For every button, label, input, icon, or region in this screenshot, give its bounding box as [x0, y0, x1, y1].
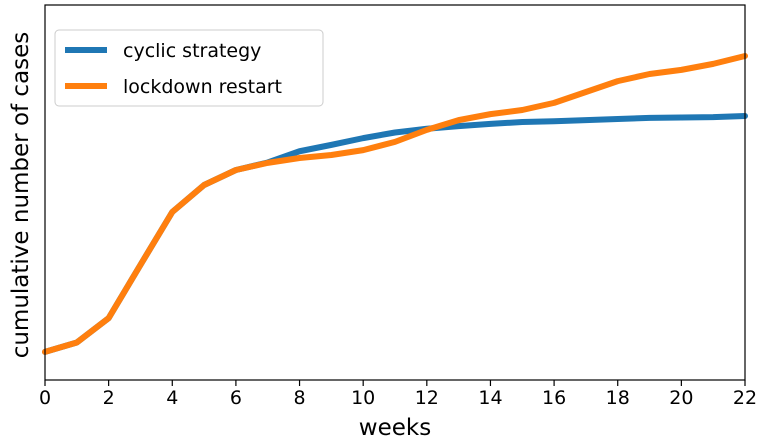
x-tick-label: 22 — [733, 387, 757, 409]
x-tick-label: 6 — [230, 387, 242, 409]
x-tick-label: 4 — [166, 387, 178, 409]
y-axis-label: cumulative number of cases — [8, 32, 34, 359]
x-tick-label: 2 — [103, 387, 115, 409]
x-tick-label: 18 — [606, 387, 630, 409]
plot-frame — [44, 4, 746, 381]
x-tick-label: 20 — [669, 387, 693, 409]
series-line — [42, 53, 748, 355]
x-tick-label: 10 — [351, 387, 375, 409]
series-line — [42, 113, 748, 355]
x-axis-label: weeks — [359, 415, 431, 439]
x-tick-label: 0 — [39, 387, 51, 409]
x-tick-label: 16 — [542, 387, 566, 409]
legend-box — [54, 29, 324, 107]
x-tick-label: 8 — [293, 387, 305, 409]
x-tick-label: 12 — [415, 387, 439, 409]
legend-label: lockdown restart — [123, 76, 282, 98]
legend-label: cyclic strategy — [123, 40, 261, 62]
x-tick-label: 14 — [478, 387, 502, 409]
